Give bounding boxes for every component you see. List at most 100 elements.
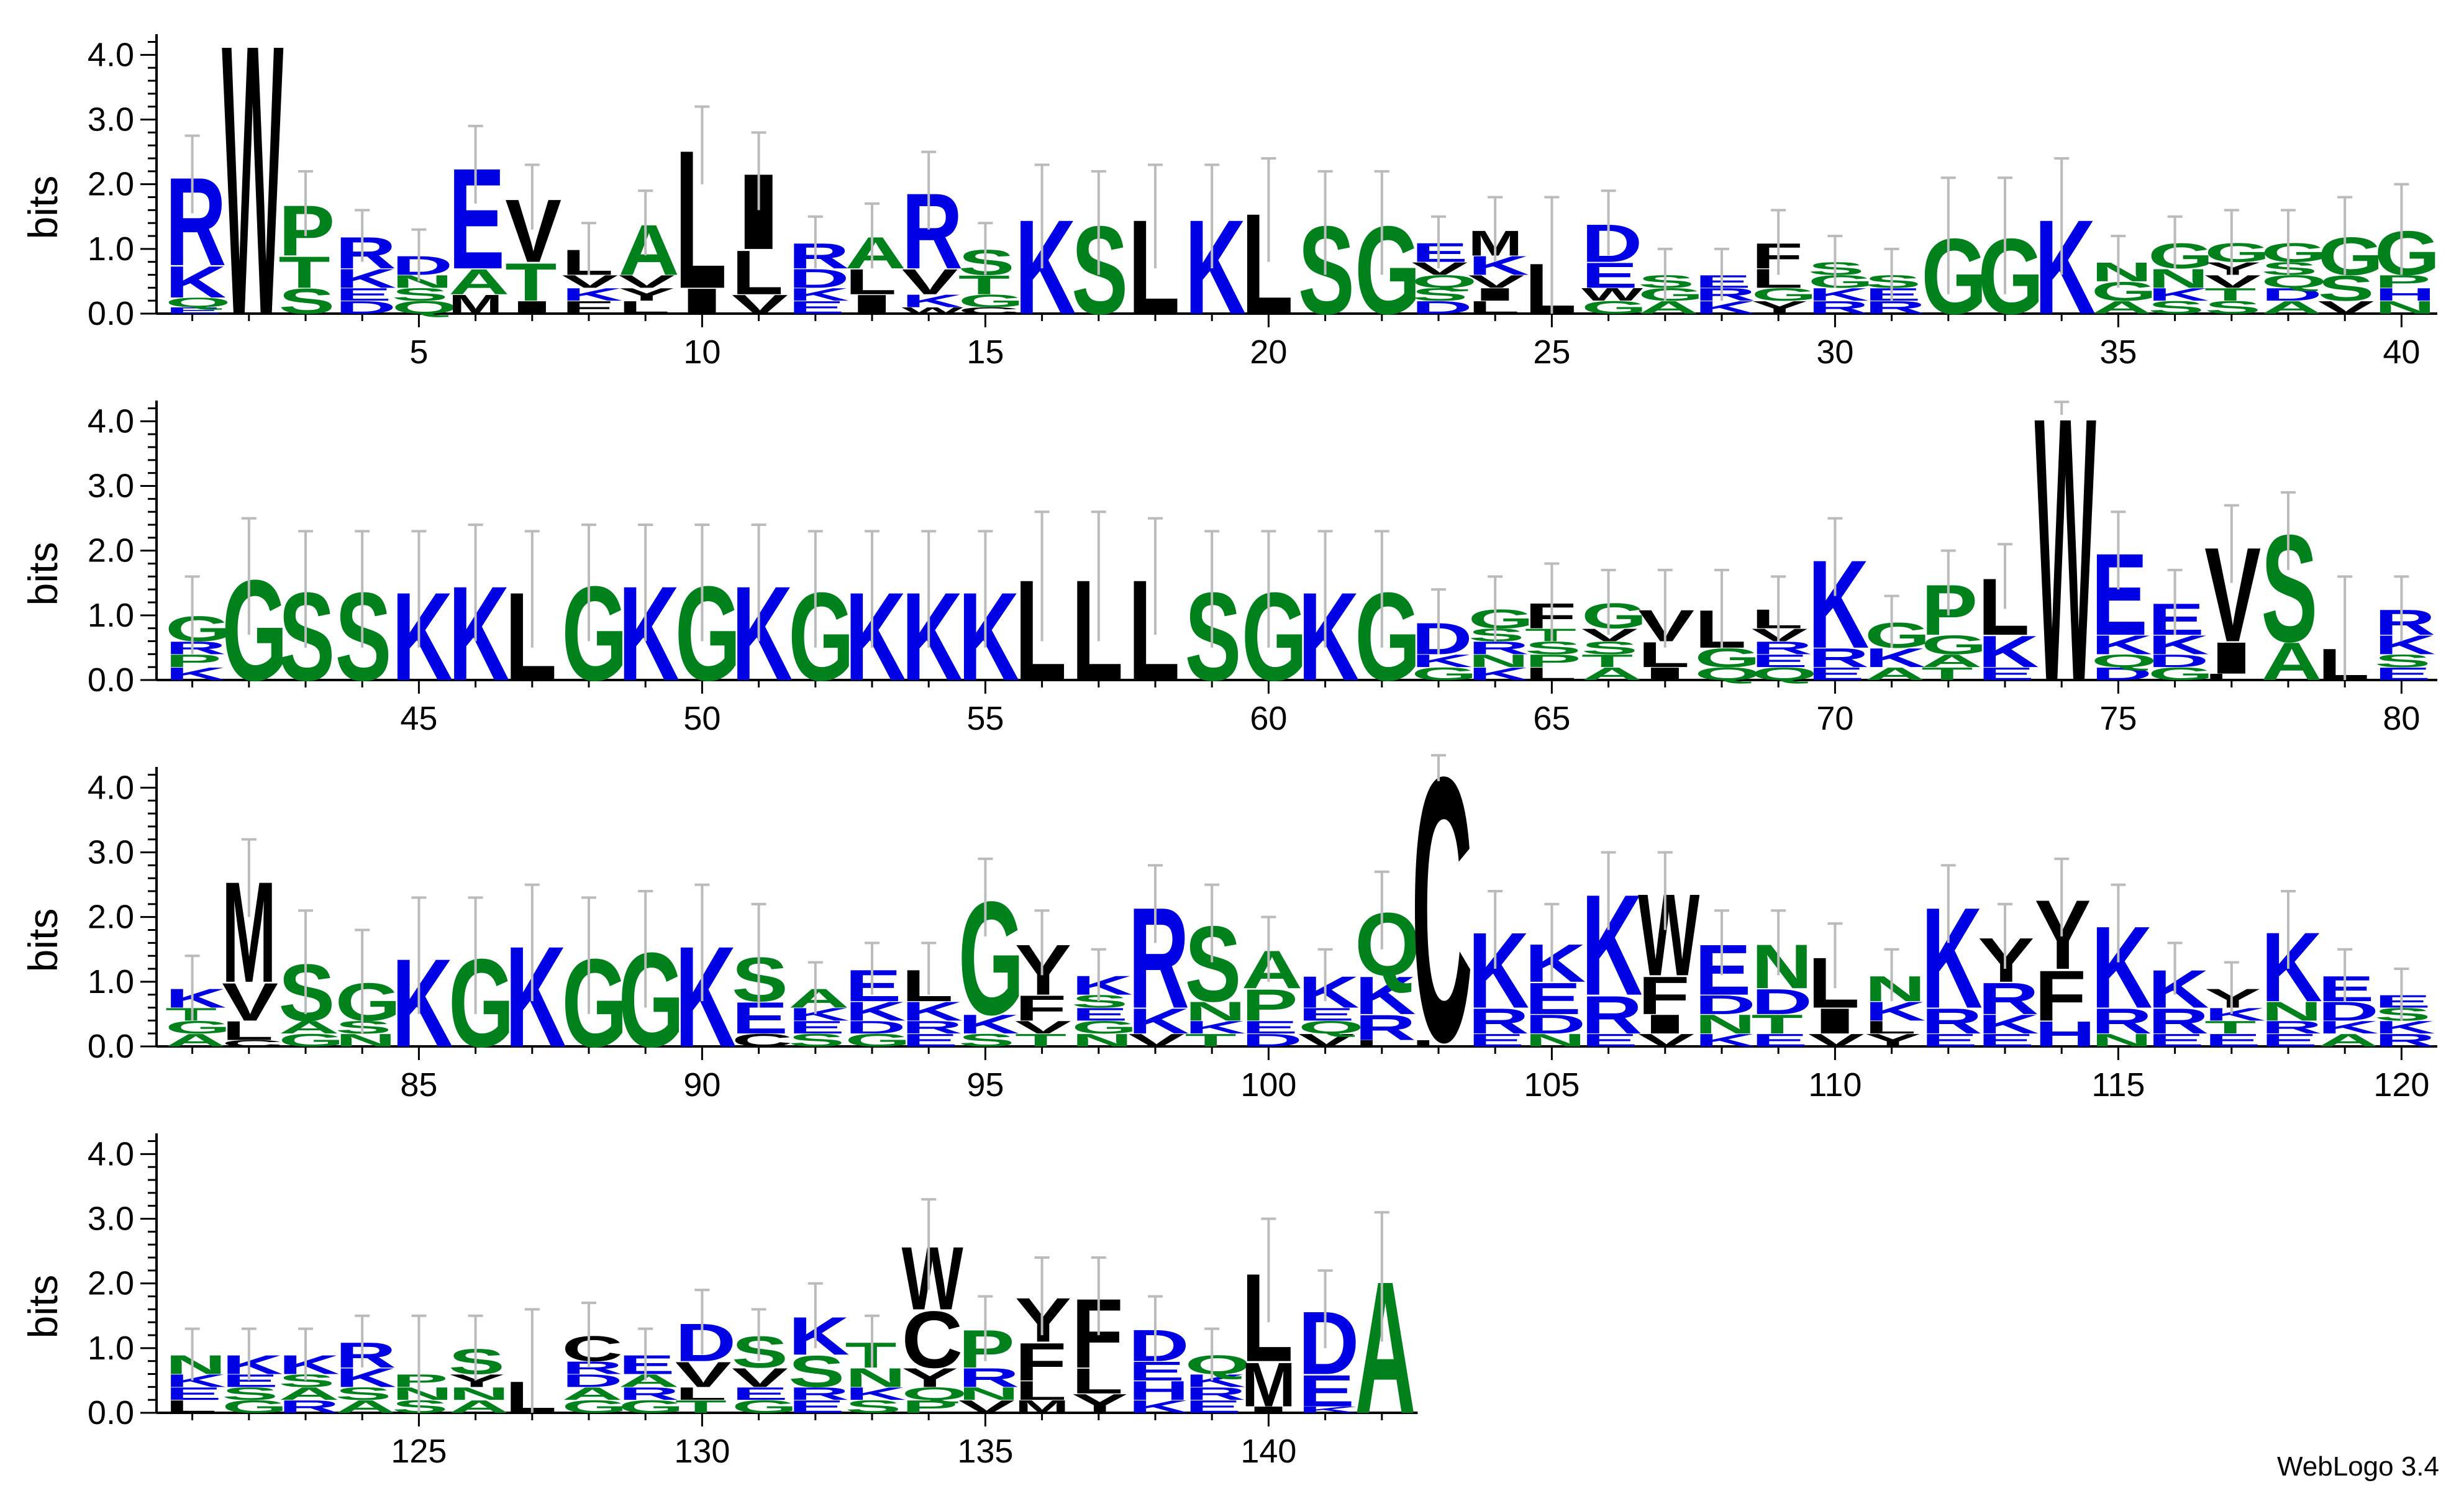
logo-letter: T (958, 270, 1010, 301)
x-tick-label: 45 (400, 700, 437, 737)
logo-letter: T (278, 247, 330, 297)
logo-stack: G (1242, 530, 1307, 707)
logo-letter: G (2375, 218, 2440, 288)
logo-stack: K (1298, 530, 1359, 707)
x-tick-label: 55 (966, 700, 1004, 737)
y-tick-label: 2.0 (88, 899, 134, 936)
logo-letter: E (165, 1384, 222, 1404)
logo-stack: NSG (335, 928, 401, 1050)
logo-letter: K (165, 983, 226, 1014)
logo-letter: K (165, 1371, 226, 1390)
logo-stack: K (392, 896, 453, 1073)
logo-letter: L (619, 297, 670, 317)
logo-letter: K (2091, 902, 2152, 1033)
logo-letter: R (1978, 974, 2039, 1024)
logo-stack: S (1298, 170, 1355, 340)
logo-stack: L (2318, 575, 2370, 690)
logo-letter: H (1128, 1376, 1189, 1406)
logo-letter: I (2204, 633, 2258, 683)
logo-letter: N (2091, 257, 2152, 288)
logo-letter: R (1752, 638, 1812, 658)
logo-letter: N (1865, 969, 1925, 1009)
logo-stack: L (1128, 163, 1180, 343)
logo-letter: Y (1071, 1389, 1128, 1419)
logo-letter: Q (2091, 651, 2157, 671)
logo-stack: RKGS (1808, 235, 1874, 317)
logo-stack: S (1071, 170, 1128, 340)
logo-letter: K (448, 559, 509, 709)
logo-letter: R (788, 1384, 849, 1404)
logo-letter: I (1242, 1405, 1296, 1415)
logo-letter: K (958, 566, 1019, 707)
logo-row-3: 0.0 1.0 2.0 3.0 4.0 bits 85 90 95 100 105 110 115 120… (20, 699, 2437, 1120)
logo-stack: EKL (1978, 543, 2039, 684)
logo-letter: R (165, 638, 226, 658)
logo-stack: L (1242, 157, 1293, 345)
y-tick-label: 4.0 (88, 402, 134, 440)
logo-letter: G (1921, 630, 1987, 660)
logo-letter: V (619, 271, 675, 291)
logo-letter: R (788, 236, 849, 276)
logo-stack: L (505, 1308, 557, 1423)
logo-letter: L (1525, 664, 1576, 684)
logo-letter: E (1071, 1004, 1128, 1024)
logo-stack: VIL (1808, 922, 1865, 1050)
x-tick-label: 115 (2091, 1066, 2145, 1104)
logo-letter: K (1808, 284, 1869, 304)
logo-letter: V (732, 1363, 788, 1393)
logo-letter: R (2375, 1030, 2435, 1050)
logo-letter: V (2318, 297, 2375, 317)
logo-letter: F (1015, 1332, 1066, 1392)
logo-letter: V (902, 262, 958, 302)
logo-letter: T (1185, 1030, 1237, 1050)
logo-stack: VKR (1128, 864, 1189, 1050)
logo-letter: R (165, 152, 226, 292)
logo-letter: D (1242, 1030, 1302, 1050)
y-tick-label: 1.0 (88, 1330, 134, 1367)
logo-stack: QERVL (1752, 575, 1817, 684)
logo-stack: ERK (1468, 890, 1529, 1050)
logo-letter: G (448, 933, 514, 1073)
logo-letter: T (675, 1397, 727, 1417)
logo-letter: E (1525, 974, 1581, 1024)
logo-letter: D (845, 1017, 906, 1037)
logo-stack: YLF (1071, 1256, 1128, 1419)
logo-stack: K (505, 883, 566, 1077)
logo-letter: K (1865, 643, 1925, 673)
logo-stack: W (2035, 339, 2097, 761)
logo-letter: E (2375, 664, 2431, 684)
logo-letter: C (222, 1038, 283, 1048)
logo-stack: ADQSG (2261, 209, 2327, 317)
x-tick-label: 130 (674, 1433, 730, 1470)
logo-stack: QGL (1694, 568, 1760, 684)
logo-stack: ERK (1921, 864, 1983, 1050)
logo-letter: G (732, 1397, 798, 1417)
logo-letter: E (1808, 664, 1865, 684)
logo-letter: G (958, 291, 1024, 311)
logo-letter: D (1411, 614, 1472, 664)
logo-letter: A (2261, 632, 2322, 692)
logo-letter: R (1808, 643, 1869, 673)
logo-stack: K (1185, 163, 1246, 343)
logo-stack: RES (1865, 247, 1925, 317)
logo-letter: G (619, 925, 684, 1076)
y-tick-label: 0.0 (88, 295, 134, 332)
logo-letter: I (1808, 1001, 1862, 1041)
x-tick-label: 50 (683, 700, 721, 737)
y-tick-label: 1.0 (88, 963, 134, 1000)
logo-letter: K (1411, 651, 1472, 671)
logo-letter: W (222, 0, 284, 396)
logo-letter: L (222, 1016, 273, 1046)
logo-letter: N (2091, 1030, 2152, 1050)
logo-letter: G (1355, 566, 1421, 707)
